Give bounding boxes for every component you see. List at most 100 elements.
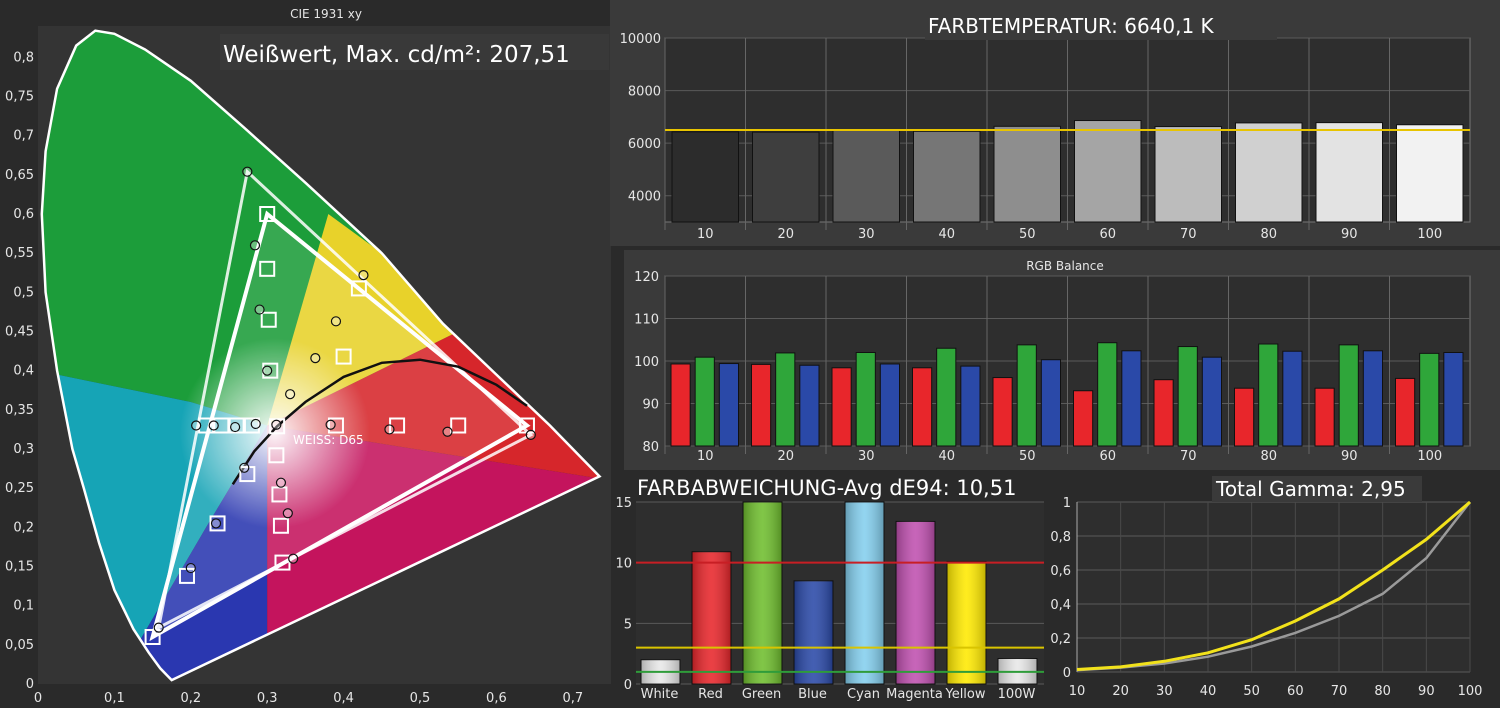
- cie-y-tick: 0,8: [13, 50, 34, 65]
- rgb-bar: [1338, 344, 1359, 447]
- cie-measurement-point: [285, 389, 296, 400]
- gamma-title-bg: [1212, 476, 1422, 502]
- colortemp-bar: [752, 131, 820, 223]
- cie-x-tick: 0,6: [486, 691, 507, 706]
- rgb-bar: [912, 367, 933, 447]
- rgb-bar: [799, 364, 820, 447]
- rgb-x-tick: 60: [1099, 449, 1116, 464]
- cie-y-tick: 0: [26, 677, 34, 692]
- cie-x-tick: 0,4: [333, 691, 354, 706]
- rgb-bar: [1201, 356, 1223, 447]
- cie-measurement-point: [249, 240, 261, 251]
- cie-white-point-label: WEISS: D65: [293, 433, 364, 447]
- rgb-bar: [1419, 352, 1440, 447]
- deviation-y-tick: 0: [624, 678, 632, 693]
- colortemp-y-tick: 8000: [628, 85, 661, 100]
- colortemp-title: FARBTEMPERATUR: 6640,1 K: [928, 14, 1215, 38]
- deviation-x-tick: White: [641, 687, 679, 702]
- gamma-x-tick: 50: [1243, 684, 1260, 699]
- rgb-bar: [879, 363, 900, 447]
- rgb-bar: [1282, 350, 1303, 447]
- cie-y-tick: 0,3: [13, 442, 34, 457]
- cie-x-tick: 0,5: [410, 691, 431, 706]
- cie-y-tick: 0,45: [5, 325, 34, 340]
- colortemp-x-tick: 10: [697, 227, 714, 242]
- colortemp-x-tick: 20: [777, 227, 794, 242]
- cie-target-marker: [274, 554, 291, 571]
- colortemp-x-tick: 100: [1417, 227, 1442, 242]
- gamma-x-tick: 70: [1331, 684, 1348, 699]
- rgb-x-tick: 50: [1019, 449, 1036, 464]
- colortemp-bar: [1074, 120, 1142, 223]
- rgb-bar: [1073, 390, 1094, 447]
- gamma-x-tick: 30: [1156, 684, 1173, 699]
- gamma-x-tick: 80: [1374, 684, 1391, 699]
- deviation-bar-shade: [743, 502, 782, 684]
- cie-target-marker: [450, 417, 467, 434]
- cie-measurement-point: [191, 420, 202, 431]
- gamma-x-tick: 40: [1200, 684, 1217, 699]
- rgb-bar: [751, 363, 772, 447]
- cie-annotation: Weißwert, Max. cd/m²: 207,51: [223, 42, 570, 68]
- cie-target-marker: [213, 417, 230, 434]
- rgb-x-tick: 70: [1180, 449, 1197, 464]
- cie-target-marker: [259, 260, 276, 277]
- deviation-bar-shade: [845, 502, 884, 684]
- rgb-x-tick: 40: [938, 449, 955, 464]
- colortemp-x-tick: 80: [1260, 227, 1277, 242]
- cie-y-tick: 0,75: [5, 90, 34, 105]
- rgb-y-tick: 100: [634, 355, 659, 370]
- cie-measurement-point: [250, 418, 261, 430]
- rgb-bar: [1362, 350, 1384, 447]
- gamma-title: Total Gamma: 2,95: [1215, 477, 1406, 501]
- deviation-x-tick: Blue: [798, 687, 827, 702]
- colortemp-x-tick: 30: [858, 227, 875, 242]
- rgb-bar: [831, 367, 852, 447]
- rgb-bar: [1258, 343, 1279, 447]
- deviation-bar-shade: [692, 551, 731, 684]
- rgb-bar: [1040, 359, 1062, 447]
- cie-measurement-point: [358, 270, 369, 281]
- cie-y-tick: 0,05: [5, 638, 34, 653]
- colortemp-x-tick: 50: [1019, 227, 1036, 242]
- deviation-y-tick: 5: [624, 617, 632, 632]
- cie-measurement-point: [282, 508, 293, 519]
- gamma-x-tick: 60: [1287, 684, 1304, 699]
- cie-measurement-point: [242, 166, 253, 177]
- cie-y-tick: 0,1: [13, 599, 34, 614]
- rgb-bar: [1153, 379, 1174, 447]
- rgb-y-tick: 80: [642, 440, 659, 455]
- cie-locus-outline: [40, 29, 602, 682]
- cie-measurement-point: [262, 365, 273, 376]
- rgb-bar: [855, 352, 876, 447]
- rgb-bar: [992, 377, 1013, 447]
- cie-measurement-point: [230, 421, 241, 433]
- rgb-bar: [718, 363, 739, 447]
- deviation-x-tick: Red: [698, 687, 723, 702]
- cie-target-marker: [269, 418, 286, 435]
- colortemp-bar: [671, 131, 739, 223]
- rgb-bar: [1177, 346, 1198, 447]
- cie-measurement-point: [210, 518, 222, 529]
- deviation-bar-shade: [947, 561, 986, 684]
- cie-y-tick: 0,6: [13, 207, 34, 222]
- rgb-x-tick: 80: [1260, 449, 1277, 464]
- cie-x-tick: 0,3: [257, 691, 278, 706]
- cie-target-marker: [144, 629, 161, 645]
- cie-measurement-point: [325, 419, 336, 430]
- rgb-title: RGB Balance: [1026, 259, 1104, 273]
- colortemp-bar: [1235, 122, 1303, 223]
- cie-y-tick: 0,5: [13, 285, 34, 300]
- cie-measurement-point: [153, 622, 164, 633]
- rgb-y-tick: 120: [634, 270, 659, 285]
- gamma-y-tick: 0,4: [1050, 598, 1071, 613]
- cie-target-marker: [178, 567, 195, 584]
- deviation-y-tick: 10: [615, 557, 632, 572]
- colortemp-y-tick: 6000: [628, 137, 661, 152]
- cie-measurement-point: [275, 477, 287, 488]
- cie-measurement-point: [208, 420, 219, 431]
- cie-measurement-point: [271, 419, 282, 430]
- cie-y-tick: 0,65: [5, 168, 34, 183]
- colortemp-x-tick: 60: [1099, 227, 1116, 242]
- cie-y-tick: 0,25: [5, 481, 34, 496]
